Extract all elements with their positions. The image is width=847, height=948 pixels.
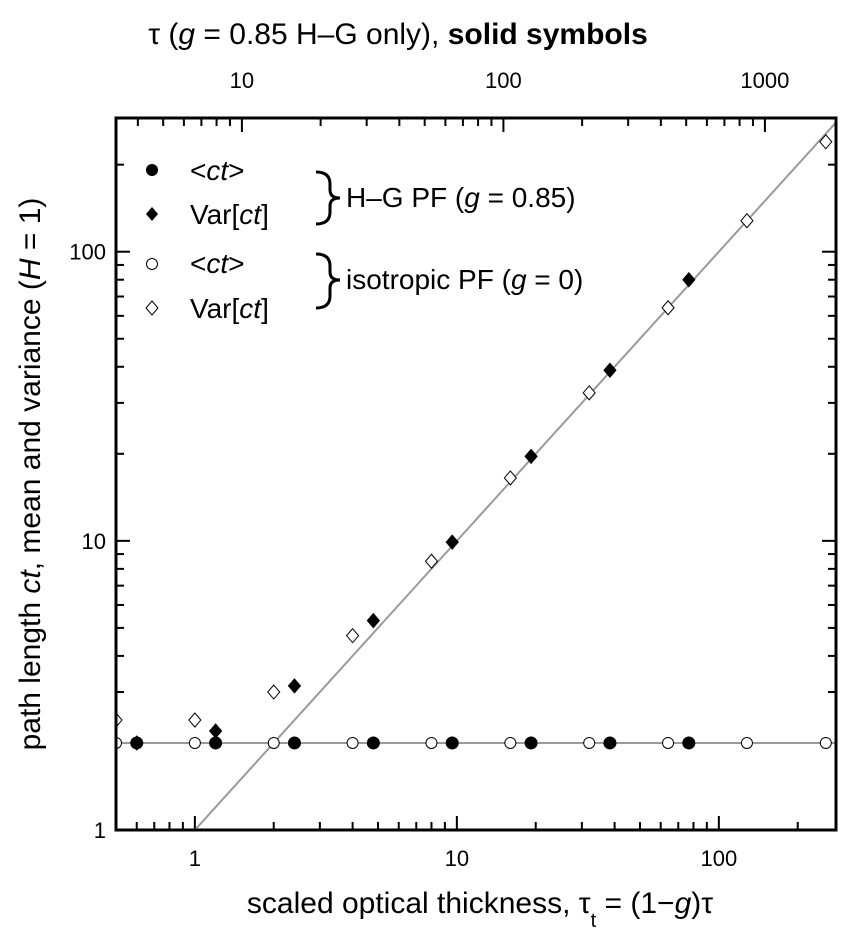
y-tick-label: 10 xyxy=(82,529,106,554)
line-y-equals-x xyxy=(193,120,836,830)
x-tick-label: 100 xyxy=(700,846,737,871)
legend-group-hg: H–G PF (g = 0.85) xyxy=(346,182,576,213)
data-point-filled-diamond xyxy=(366,612,381,629)
legend: <ct> Var[ct] <ct> Var[ct] H–G PF (g = 0.… xyxy=(145,155,583,324)
data-point-filled-diamond xyxy=(524,448,538,465)
data-point-filled-circle xyxy=(287,736,301,750)
data-point-open-diamond xyxy=(582,385,596,401)
data-point-open-circle xyxy=(740,736,753,749)
data-point-open-diamond xyxy=(661,299,675,316)
data-point-open-diamond xyxy=(819,133,833,150)
data-point-filled-circle xyxy=(524,736,538,750)
legend-entry-4: Var[ct] xyxy=(190,293,269,324)
data-point-open-diamond xyxy=(267,684,281,700)
reference-lines xyxy=(116,120,836,830)
data-point-open-diamond xyxy=(345,627,360,644)
plot-frame xyxy=(114,116,838,832)
top-x-tick-label: 10 xyxy=(230,68,254,93)
legend-group-isotropic: isotropic PF (g = 0) xyxy=(346,264,583,295)
data-point-filled-circle xyxy=(209,736,223,750)
data-point-open-circle xyxy=(267,736,280,749)
data-point-open-circle xyxy=(819,736,832,749)
top-axis-label: τ (g = 0.85 H–G only), solid symbols xyxy=(148,18,648,51)
x-tick-label: 10 xyxy=(445,846,469,871)
legend-marker-open-circle xyxy=(146,258,158,270)
axis-ticks: 1 10 100 10 100 1000 1 10 100 xyxy=(69,68,836,871)
data-point-open-diamond xyxy=(424,553,439,570)
legend-entry-1: <ct> xyxy=(190,155,245,186)
top-x-tick-label: 100 xyxy=(485,68,522,93)
data-point-filled-diamond xyxy=(445,534,459,550)
data-point-filled-diamond xyxy=(287,678,302,694)
data-point-filled-circle xyxy=(445,736,459,750)
data-point-filled-diamond xyxy=(130,735,144,751)
x-tick-label: 1 xyxy=(189,846,201,871)
data-point-filled-diamond xyxy=(682,271,696,288)
data-point-open-diamond xyxy=(188,712,202,728)
legend-entry-2: Var[ct] xyxy=(190,199,269,230)
data-point-open-circle xyxy=(504,736,517,749)
data-point-filled-circle xyxy=(603,736,617,750)
data-point-filled-diamond xyxy=(603,362,617,379)
legend-brace-hg xyxy=(315,170,341,226)
legend-marker-open-diamond xyxy=(145,300,159,316)
top-x-tick-label: 1000 xyxy=(740,68,789,93)
y-axis-label: path length ct, mean and variance (H = 1… xyxy=(14,198,47,751)
data-point-open-circle xyxy=(346,736,359,749)
legend-marker-filled-diamond xyxy=(146,207,158,221)
data-point-open-circle xyxy=(425,736,438,749)
data-point-filled-diamond xyxy=(208,723,223,739)
y-tick-label: 100 xyxy=(69,240,106,265)
data-point-open-circle xyxy=(662,736,675,749)
legend-brace-isotropic xyxy=(315,252,341,310)
data-point-open-diamond xyxy=(503,470,517,486)
data-point-open-circle xyxy=(188,736,201,749)
legend-marker-filled-circle xyxy=(146,164,158,176)
y-tick-label: 1 xyxy=(94,818,106,843)
data-points xyxy=(116,133,833,751)
data-point-filled-circle xyxy=(682,736,696,750)
data-point-filled-circle xyxy=(366,736,380,750)
x-axis-label: scaled optical thickness, τt = (1−g)τ xyxy=(247,887,713,932)
data-point-open-diamond xyxy=(740,212,754,229)
legend-entry-3: <ct> xyxy=(190,248,245,279)
data-point-open-circle xyxy=(583,736,596,749)
